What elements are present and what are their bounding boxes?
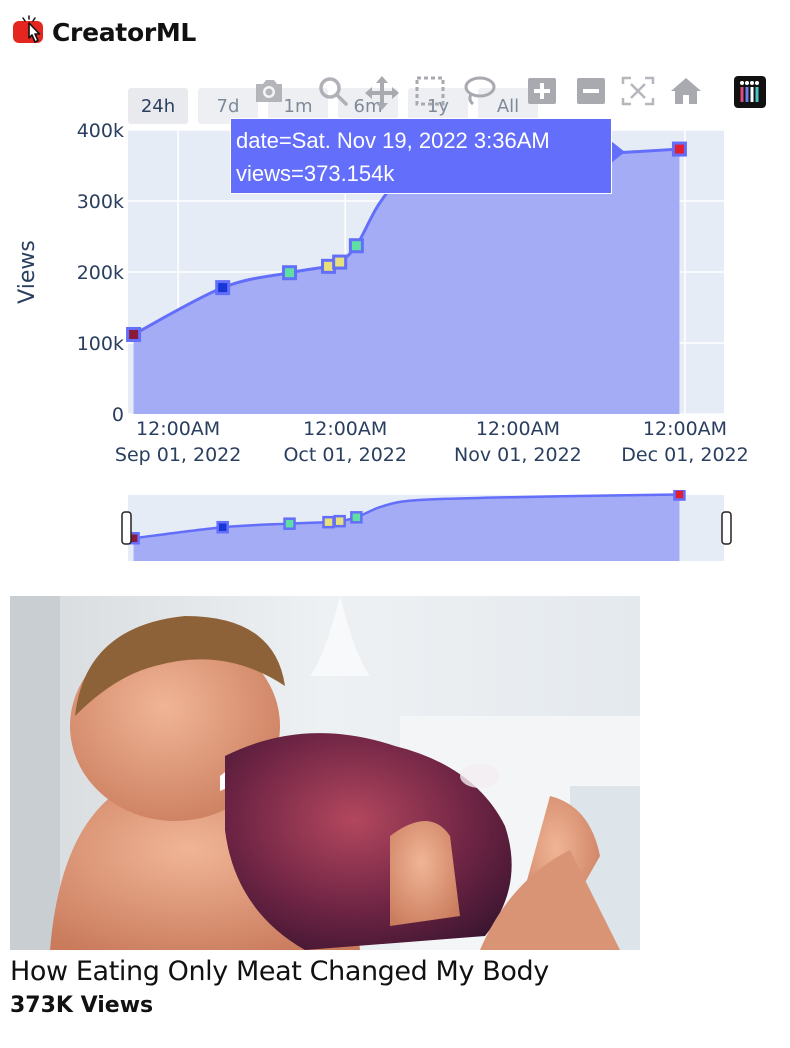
plotly-logo-icon[interactable] bbox=[733, 74, 767, 110]
modebar bbox=[0, 74, 790, 114]
data-point-marker[interactable] bbox=[348, 238, 364, 254]
y-axis-title: Views bbox=[15, 240, 40, 304]
range-slider-line bbox=[133, 493, 680, 540]
x-tick-time: 12:00AM bbox=[476, 418, 560, 440]
range-slider-marker bbox=[283, 517, 296, 530]
range-slider[interactable] bbox=[0, 490, 790, 570]
reset-axes-icon[interactable] bbox=[669, 74, 703, 110]
range-button-24h[interactable]: 24h bbox=[128, 88, 188, 124]
y-tick-label: 100k bbox=[77, 333, 124, 355]
zoom-out-icon[interactable] bbox=[575, 74, 609, 110]
range-slider-marker bbox=[350, 511, 363, 524]
range-slider-handle-right[interactable] bbox=[721, 511, 732, 545]
box-select-icon[interactable] bbox=[414, 74, 448, 110]
zoom-icon[interactable] bbox=[316, 74, 350, 110]
y-tick-label: 200k bbox=[77, 262, 124, 284]
x-tick-date: Nov 01, 2022 bbox=[454, 444, 582, 466]
data-point-marker[interactable] bbox=[126, 326, 142, 342]
y-tick-label: 400k bbox=[77, 120, 124, 142]
autoscale-icon[interactable] bbox=[621, 74, 655, 110]
views-area-fill bbox=[133, 149, 680, 414]
lasso-select-icon[interactable] bbox=[462, 74, 496, 110]
pan-icon[interactable] bbox=[365, 74, 399, 110]
x-tick-date: Sep 01, 2022 bbox=[115, 444, 241, 466]
hover-tooltip: date=Sat. Nov 19, 2022 3:36AM views=373.… bbox=[230, 118, 612, 194]
x-tick-date: Oct 01, 2022 bbox=[283, 444, 407, 466]
video-views: 373K Views bbox=[10, 993, 154, 1018]
video-thumbnail[interactable] bbox=[10, 596, 640, 950]
range-slider-handle-left[interactable] bbox=[121, 511, 132, 545]
x-tick-time: 12:00AM bbox=[643, 418, 727, 440]
range-slider-area bbox=[133, 494, 680, 561]
camera-icon[interactable] bbox=[252, 74, 286, 110]
range-slider-marker bbox=[673, 490, 686, 501]
y-tick-label: 300k bbox=[77, 191, 124, 213]
views-chart[interactable]: 0 100k 200k 300k 400k 12:00AM Sep 01, 2022 12:… bbox=[0, 0, 790, 480]
data-point-marker[interactable] bbox=[332, 254, 348, 270]
data-point-marker[interactable] bbox=[282, 265, 298, 281]
range-slider-marker bbox=[216, 520, 229, 534]
video-title[interactable]: How Eating Only Meat Changed My Body bbox=[10, 956, 549, 987]
tooltip-arrow bbox=[611, 141, 625, 163]
x-tick-date: Dec 01, 2022 bbox=[621, 444, 748, 466]
range-slider-marker bbox=[333, 514, 346, 528]
brand-name: CreatorML bbox=[52, 17, 197, 47]
app-header: CreatorML bbox=[12, 14, 196, 50]
x-tick-time: 12:00AM bbox=[136, 418, 220, 440]
tooltip-views: views=373.154k bbox=[236, 161, 395, 186]
data-point-marker[interactable] bbox=[215, 280, 231, 296]
tooltip-date: date=Sat. Nov 19, 2022 3:36AM bbox=[236, 128, 550, 153]
data-point-marker[interactable] bbox=[671, 141, 687, 157]
zoom-in-icon[interactable] bbox=[526, 74, 560, 110]
x-tick-time: 12:00AM bbox=[303, 418, 387, 440]
range-slider-marker bbox=[322, 515, 335, 529]
logo-icon bbox=[12, 15, 50, 49]
y-tick-label: 0 bbox=[112, 404, 124, 426]
